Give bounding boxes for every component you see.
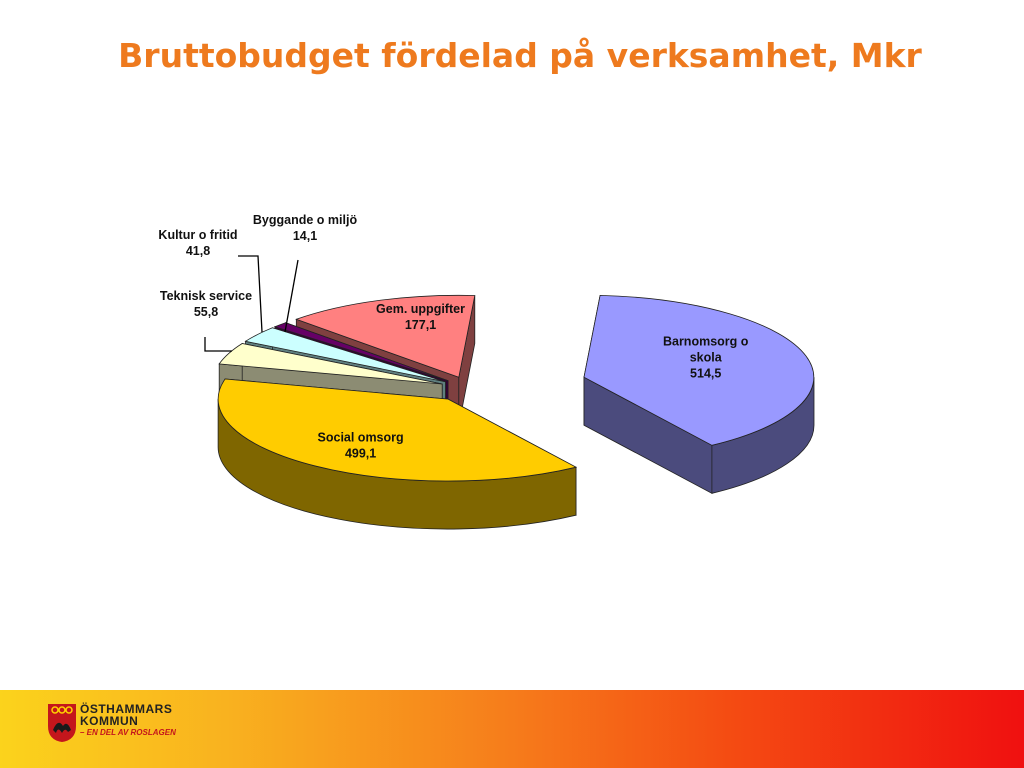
leader-line-2 — [204, 337, 232, 352]
slice-labels: Barnomsorg o skola 514,5 Social omsorg 499,1… — [158, 213, 748, 460]
slice-2 — [218, 343, 443, 385]
kommun-logo — [48, 704, 76, 742]
leader-line-3 — [238, 255, 263, 333]
page-title: Bruttobudget fördelad på verksamhet, Mkr — [118, 36, 922, 75]
slice-name-label-2-0: Teknisk service — [160, 289, 252, 303]
coat-of-arms-icon — [48, 704, 76, 742]
logo-wordmark: ÖSTHAMMARS KOMMUN – EN DEL AV ROSLAGEN — [80, 703, 176, 739]
logo-line-2: KOMMUN — [80, 714, 139, 728]
slice-name-label-1-0: Social omsorg — [318, 430, 404, 444]
slice-4 — [273, 322, 449, 382]
slice-name-label-3-0: Kultur o fritid — [158, 228, 237, 242]
logo-line-1: ÖSTHAMMARS — [80, 702, 173, 716]
slice-1 — [217, 378, 578, 482]
slice-name-label-5-0: Gem. uppgifter — [376, 302, 465, 316]
slice-value-label-0: 514,5 — [690, 366, 721, 380]
leader-lines — [204, 255, 299, 352]
slice-name-label-0-0: Barnomsorg o — [663, 334, 749, 348]
slice-value-label-2: 55,8 — [194, 305, 218, 319]
slice-value-label-1: 499,1 — [345, 446, 376, 460]
slice-value-label-3: 41,8 — [186, 244, 210, 258]
slice-name-label-0-1: skola — [690, 350, 723, 364]
leader-line-4 — [284, 259, 299, 333]
footer-bar — [0, 690, 1024, 768]
slice-value-label-4: 14,1 — [293, 229, 317, 243]
pie-chart: Barnomsorg o skola 514,5 Social omsorg 499,1… — [158, 213, 815, 530]
slice-3 — [244, 327, 446, 383]
logo-line-3: – EN DEL AV ROSLAGEN — [80, 728, 176, 737]
slice-0 — [583, 294, 815, 446]
pie-tops — [217, 294, 815, 482]
slice-5 — [295, 294, 476, 378]
slice-value-label-5: 177,1 — [405, 318, 436, 332]
slice-name-label-4-0: Byggande o miljö — [253, 213, 358, 227]
